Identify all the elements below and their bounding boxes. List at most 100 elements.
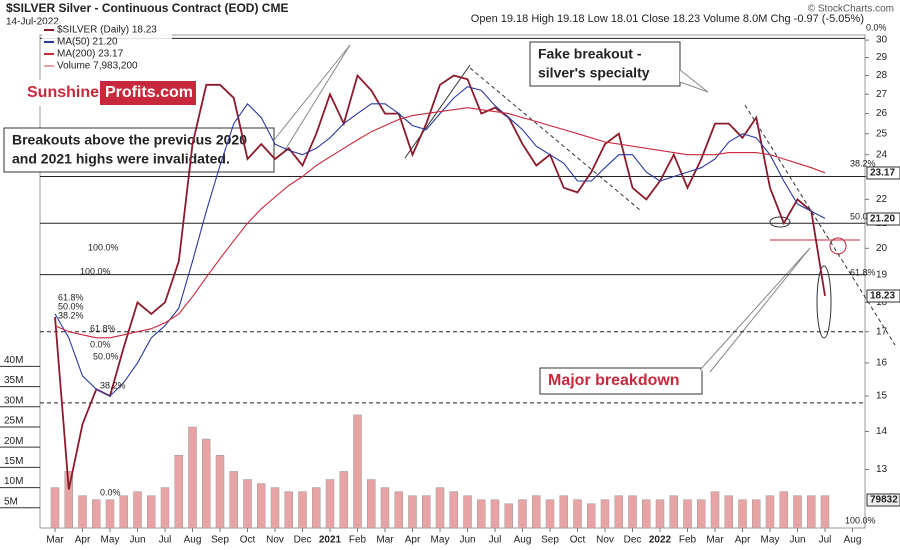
x-tick-label: 2021	[319, 535, 342, 546]
x-tick-label: Jun	[789, 535, 805, 546]
price-badge-label: 23.17	[870, 168, 895, 179]
volume-bar	[477, 499, 486, 529]
volume-bar	[174, 455, 183, 529]
x-tick-label: May	[101, 535, 120, 546]
volume-bar	[807, 495, 816, 529]
y2-tick-label: 35M	[4, 375, 23, 386]
volume-bar	[133, 491, 142, 529]
price-badge	[866, 493, 900, 507]
y-tick-label: 29	[876, 52, 888, 63]
callout-box	[3, 127, 275, 173]
volume-bar	[435, 487, 445, 529]
x-tick-label: Jun	[129, 535, 145, 546]
volume-bar	[752, 499, 761, 529]
x-tick-label: Jul	[489, 535, 502, 546]
volume-bar	[202, 438, 211, 529]
x-tick-label: Aug	[514, 535, 532, 546]
plot-frame	[39, 34, 866, 529]
volume-bar	[353, 414, 362, 529]
volume-bar	[284, 491, 293, 529]
volume-bar	[215, 455, 225, 529]
highlight	[816, 265, 832, 339]
y2-tick-label: 25M	[4, 416, 23, 427]
volume-bar	[793, 495, 802, 529]
volume-bar	[380, 487, 390, 529]
price-badge-label: 18.23	[870, 291, 895, 302]
volume-bar	[490, 499, 500, 529]
volume-bar	[710, 491, 720, 529]
volume-bar	[449, 491, 458, 529]
y-tick-label: 14	[876, 426, 888, 437]
annotation: Fake breakout -	[538, 46, 642, 62]
volume-bar	[105, 499, 115, 529]
x-tick-label: Mar	[46, 535, 64, 546]
y2-tick-label: 10M	[4, 476, 23, 487]
volume-bar	[463, 495, 472, 529]
y-tick-label: 20	[876, 243, 888, 254]
volume-bar	[669, 495, 678, 529]
credit: © StockCharts.com	[808, 4, 894, 15]
volume-bar	[394, 491, 403, 529]
legend-box	[42, 24, 172, 76]
fib-label: 61.8%	[58, 292, 84, 302]
fib-label: 38.2%	[58, 310, 84, 320]
volume-bar	[160, 487, 170, 529]
volume-bar	[697, 499, 706, 529]
y-tick-label: 24	[876, 149, 888, 160]
volume-bar	[367, 479, 376, 529]
volume-bar	[270, 487, 280, 529]
x-tick-label: Oct	[570, 535, 586, 546]
x-tick-label: Sep	[541, 535, 559, 546]
fib-label: 0.0%	[90, 339, 111, 349]
annotation: and 2021 highs were invalidated.	[12, 151, 230, 167]
y-tick-label: 28	[876, 70, 888, 81]
volume-bar	[188, 426, 197, 529]
fib-label: 38.2%	[850, 158, 876, 168]
x-tick-label: Oct	[240, 535, 256, 546]
x-tick-label: Dec	[294, 535, 312, 546]
y-tick-label: 30	[876, 35, 888, 46]
y-tick-label: 15	[876, 391, 888, 402]
brand-fill	[100, 81, 196, 105]
fib-label: 50.0%	[93, 351, 119, 361]
volume-bar	[119, 495, 128, 529]
x-tick-label: Feb	[679, 535, 697, 546]
price-badge	[866, 289, 900, 303]
y-tick-label: 16	[876, 358, 888, 369]
y-tick-label: 19	[876, 269, 888, 280]
legend-label: MA(200) 23.17	[57, 49, 124, 60]
volume-bar	[642, 499, 651, 529]
y-tick-label: 18	[876, 297, 888, 308]
volume-bar	[147, 495, 156, 529]
price-badge-label: 79832	[870, 495, 898, 506]
volume-bar	[339, 471, 348, 529]
x-tick-label: Jul	[819, 535, 832, 546]
volume-bar	[532, 495, 541, 529]
volume-bar	[504, 503, 513, 529]
callout-pointer	[273, 44, 351, 151]
fib-label: 38.2%	[100, 380, 126, 390]
legend-label: MA(50) 21.20	[57, 37, 118, 48]
callout-box	[539, 367, 703, 395]
x-tick-label: Apr	[405, 535, 421, 546]
volume-bar	[312, 487, 321, 529]
series-line	[54, 86, 826, 397]
x-tick-label: Apr	[735, 535, 751, 546]
volume-bar	[820, 495, 830, 529]
volume-bar	[325, 479, 335, 529]
fib-label: 61.8%	[850, 267, 876, 277]
y-tick-label: 27	[876, 89, 888, 100]
callout-pointer	[699, 247, 811, 373]
fib-label: 0.0%	[100, 487, 121, 497]
legend-label: Volume 7,983,200	[57, 61, 138, 72]
volume-bar	[78, 495, 87, 529]
legend-label: $SILVER (Daily) 18.23	[57, 25, 157, 36]
volume-bar	[765, 495, 775, 529]
x-tick-label: May	[761, 535, 780, 546]
volume-bar	[600, 499, 610, 529]
annotation: Major breakdown	[548, 372, 680, 389]
volume-bar	[92, 499, 101, 529]
chart-date: 14-Jul-2022	[6, 17, 59, 28]
y2-tick-label: 5M	[4, 496, 18, 507]
y-tick-label: 22	[876, 194, 888, 205]
